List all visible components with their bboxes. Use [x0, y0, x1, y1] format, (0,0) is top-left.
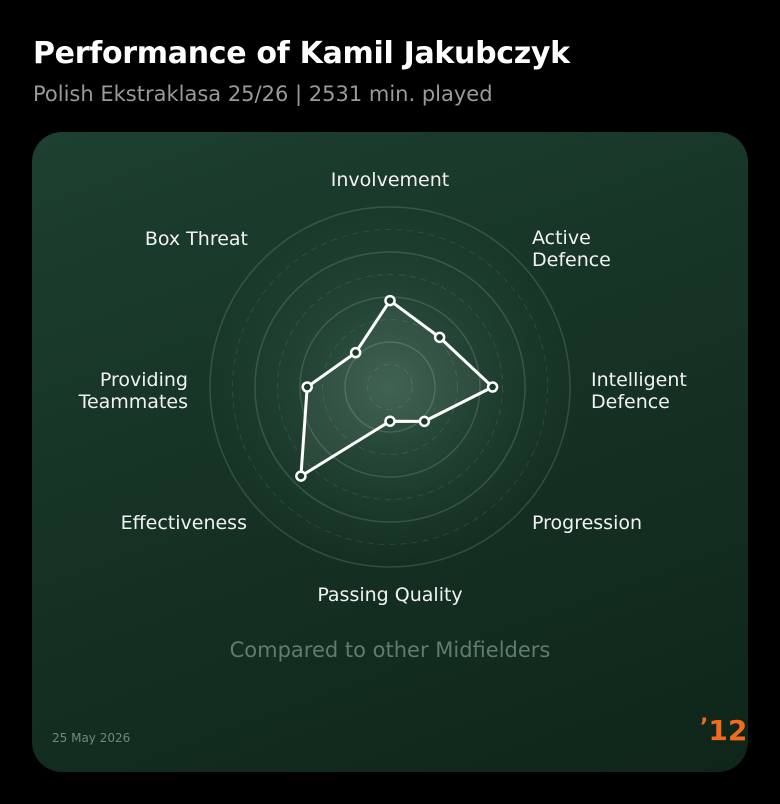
minor-grid-ring [367, 364, 413, 410]
glow [200, 197, 580, 577]
axis-label: Involvement [330, 169, 450, 191]
logo: ’12 [700, 714, 748, 747]
minor-grid-ring [322, 319, 458, 455]
axis-label: Box Threat [144, 228, 248, 250]
subtitle: Polish Ekstraklasa 25/26 | 2531 min. pla… [33, 82, 493, 106]
radar-point [384, 415, 396, 427]
radar-point [295, 470, 307, 482]
radar-point [301, 381, 313, 393]
grid-ring [209, 206, 571, 568]
axis-label: Effectiveness [120, 512, 247, 534]
radar-point [433, 331, 446, 344]
axis-label: Passing Quality [317, 584, 463, 606]
axis-label: Providing Teammates [78, 369, 188, 413]
grid-ring [344, 341, 436, 433]
footnote: Compared to other Midfielders [229, 638, 551, 662]
title: Performance of Kamil Jakubczyk [33, 36, 570, 71]
axis-label: Progression [532, 512, 643, 534]
minor-grid-ring [277, 274, 503, 500]
radar-point [349, 346, 362, 359]
logo-text: 12 [708, 714, 748, 747]
axis-label: Intelligent Defence [591, 369, 687, 413]
radar-point [486, 381, 499, 393]
minor-grid-ring [232, 229, 548, 545]
axis-label: Active Defence [532, 227, 611, 271]
radar-point [418, 415, 431, 428]
grid-ring [254, 251, 526, 523]
date: 25 May 2026 [52, 731, 131, 745]
radar-point [384, 294, 396, 307]
